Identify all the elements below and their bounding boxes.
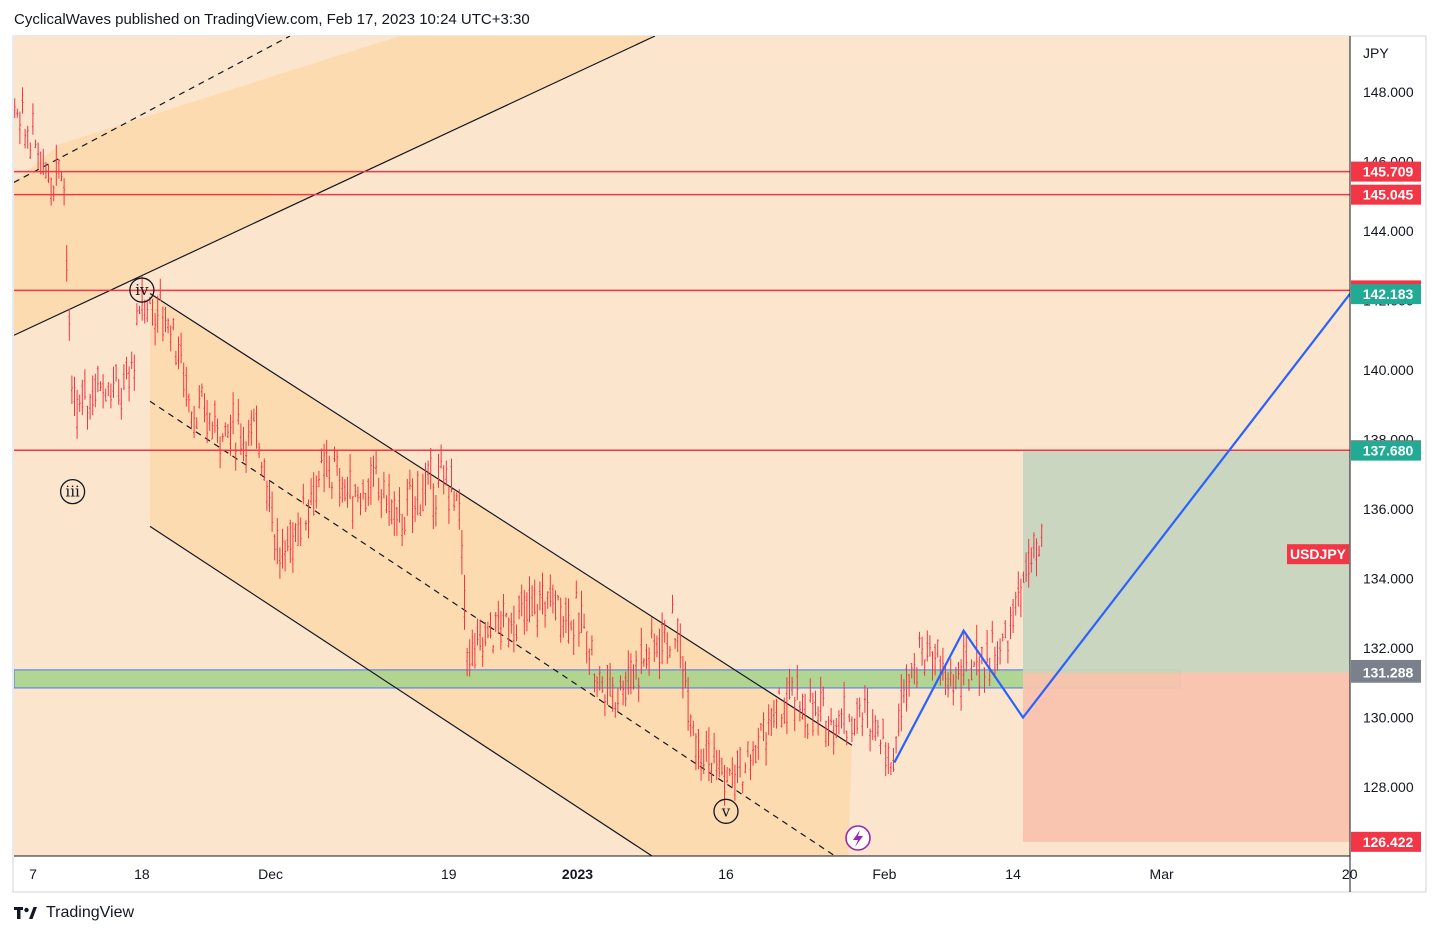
upper-channel-midline[interactable] xyxy=(14,36,291,183)
time-tick-label: 7 xyxy=(29,866,37,882)
time-tick-label: 14 xyxy=(1005,866,1021,882)
wave-label-iii[interactable]: iii xyxy=(59,478,86,505)
lightning-icon-bolt xyxy=(853,830,863,847)
price-tick-label: 136.000 xyxy=(1363,501,1414,517)
time-tick-label: Dec xyxy=(258,866,283,882)
time-tick-label: Mar xyxy=(1150,866,1174,882)
wave-label-text: v xyxy=(721,802,731,820)
price-tick-label: 144.000 xyxy=(1363,223,1414,239)
price-badge-bg xyxy=(1351,284,1421,305)
upper-channel-line[interactable] xyxy=(14,36,656,336)
price-badge-bg xyxy=(1351,161,1421,182)
symbol-badge-text: USDJPY xyxy=(1290,546,1347,562)
price-tick-label: 128.000 xyxy=(1363,779,1414,795)
falling-channel-shade xyxy=(150,293,852,856)
lightning-icon[interactable] xyxy=(845,825,871,851)
time-tick-label: 2023 xyxy=(562,866,593,882)
price-badge: 142.183 xyxy=(1351,284,1421,305)
wave-label-iv[interactable]: iv xyxy=(129,277,155,303)
wave-label-circle xyxy=(59,478,86,505)
price-tick-label: 132.000 xyxy=(1363,640,1414,656)
price-tick-label: 134.000 xyxy=(1363,571,1414,587)
price-badge-bg xyxy=(1351,440,1421,461)
wave-label-circle xyxy=(129,277,155,303)
price-badge: 131.288 xyxy=(1351,662,1421,683)
projection-zigzag[interactable] xyxy=(893,292,1440,764)
price-badge: 145.709 xyxy=(1351,161,1421,182)
price-badge-text: 137.680 xyxy=(1363,443,1414,459)
time-tick-label: 18 xyxy=(134,866,150,882)
price-badge: 126.422 xyxy=(1351,831,1421,852)
price-badge-bg xyxy=(1351,184,1421,205)
time-tick-label: 20 xyxy=(1342,866,1358,882)
time-tick-label: 16 xyxy=(718,866,734,882)
price-tick-label: 148.000 xyxy=(1363,84,1414,100)
publisher-caption: CyclicalWaves published on TradingView.c… xyxy=(14,11,530,28)
price-badge-text: 145.709 xyxy=(1363,164,1414,180)
wave-label-circle xyxy=(713,798,739,824)
wave-label-text: iv xyxy=(135,281,149,299)
price-badge-text: 142.183 xyxy=(1363,286,1414,302)
price-badge-text: 145.045 xyxy=(1363,187,1414,203)
candlestick-series[interactable] xyxy=(0,59,1043,806)
price-axis-currency: JPY xyxy=(1363,45,1389,61)
wave-label-text: iii xyxy=(65,483,80,501)
tradingview-brand: TradingView xyxy=(46,904,135,921)
symbol-badge[interactable]: USDJPY xyxy=(1287,544,1349,565)
falling-channel-bottom-line[interactable] xyxy=(149,525,653,856)
falling-channel-top-line[interactable] xyxy=(149,293,853,746)
position-stop-zone[interactable] xyxy=(1023,672,1389,842)
time-tick-label: 19 xyxy=(441,866,457,882)
wave-label-v[interactable]: v xyxy=(713,798,739,824)
price-tick-label: 140.000 xyxy=(1363,362,1414,378)
price-badge-bg xyxy=(1351,662,1421,683)
price-tick-label: 130.000 xyxy=(1363,710,1414,726)
price-chart[interactable]: JPY148.000146.000144.000142.000140.00013… xyxy=(0,0,1440,900)
price-badge-text: 131.288 xyxy=(1363,665,1414,681)
tradingview-logo-icon xyxy=(14,907,37,919)
price-badge-bg xyxy=(1351,831,1421,852)
tradingview-footer: TradingView xyxy=(14,904,134,922)
price-badge: 145.045 xyxy=(1351,184,1421,205)
time-tick-label: Feb xyxy=(872,866,896,882)
price-badge: 137.680 xyxy=(1351,440,1421,461)
symbol-badge-bg xyxy=(1287,544,1349,565)
price-badge-text: 126.422 xyxy=(1363,834,1414,850)
